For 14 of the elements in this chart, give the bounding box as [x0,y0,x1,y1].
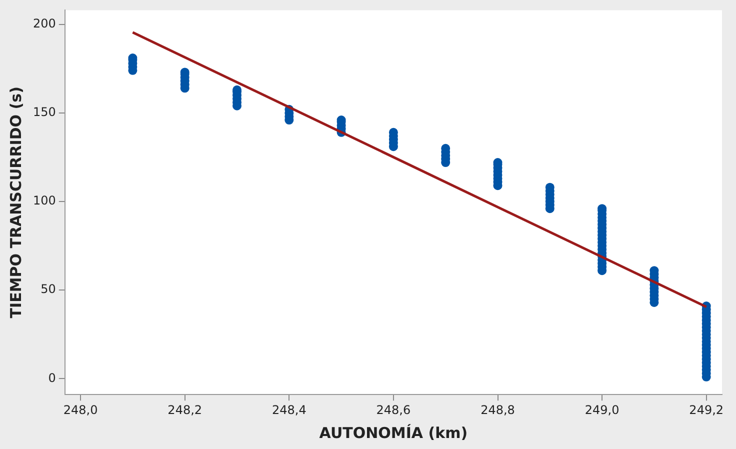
x-tick-label: 248,0 [63,402,98,417]
y-tick-label: 150 [33,105,56,120]
x-tick-label: 248,6 [376,402,411,417]
x-tick-label: 248,2 [168,402,202,417]
x-axis-title: AUTONOMÍA (km) [319,424,468,442]
y-axis-title: TIEMPO TRANSCURRIDO (s) [6,86,25,318]
x-tick-label: 249,2 [689,402,724,417]
x-tick-label: 248,8 [480,402,515,417]
y-tick-label: 100 [33,194,56,208]
y-tick-label: 200 [33,16,56,30]
x-tick-label: 248,4 [272,402,306,417]
y-tick-label: 0 [48,370,56,385]
y-tick-label: 50 [40,282,56,296]
x-tick-label: 249,0 [584,402,620,417]
